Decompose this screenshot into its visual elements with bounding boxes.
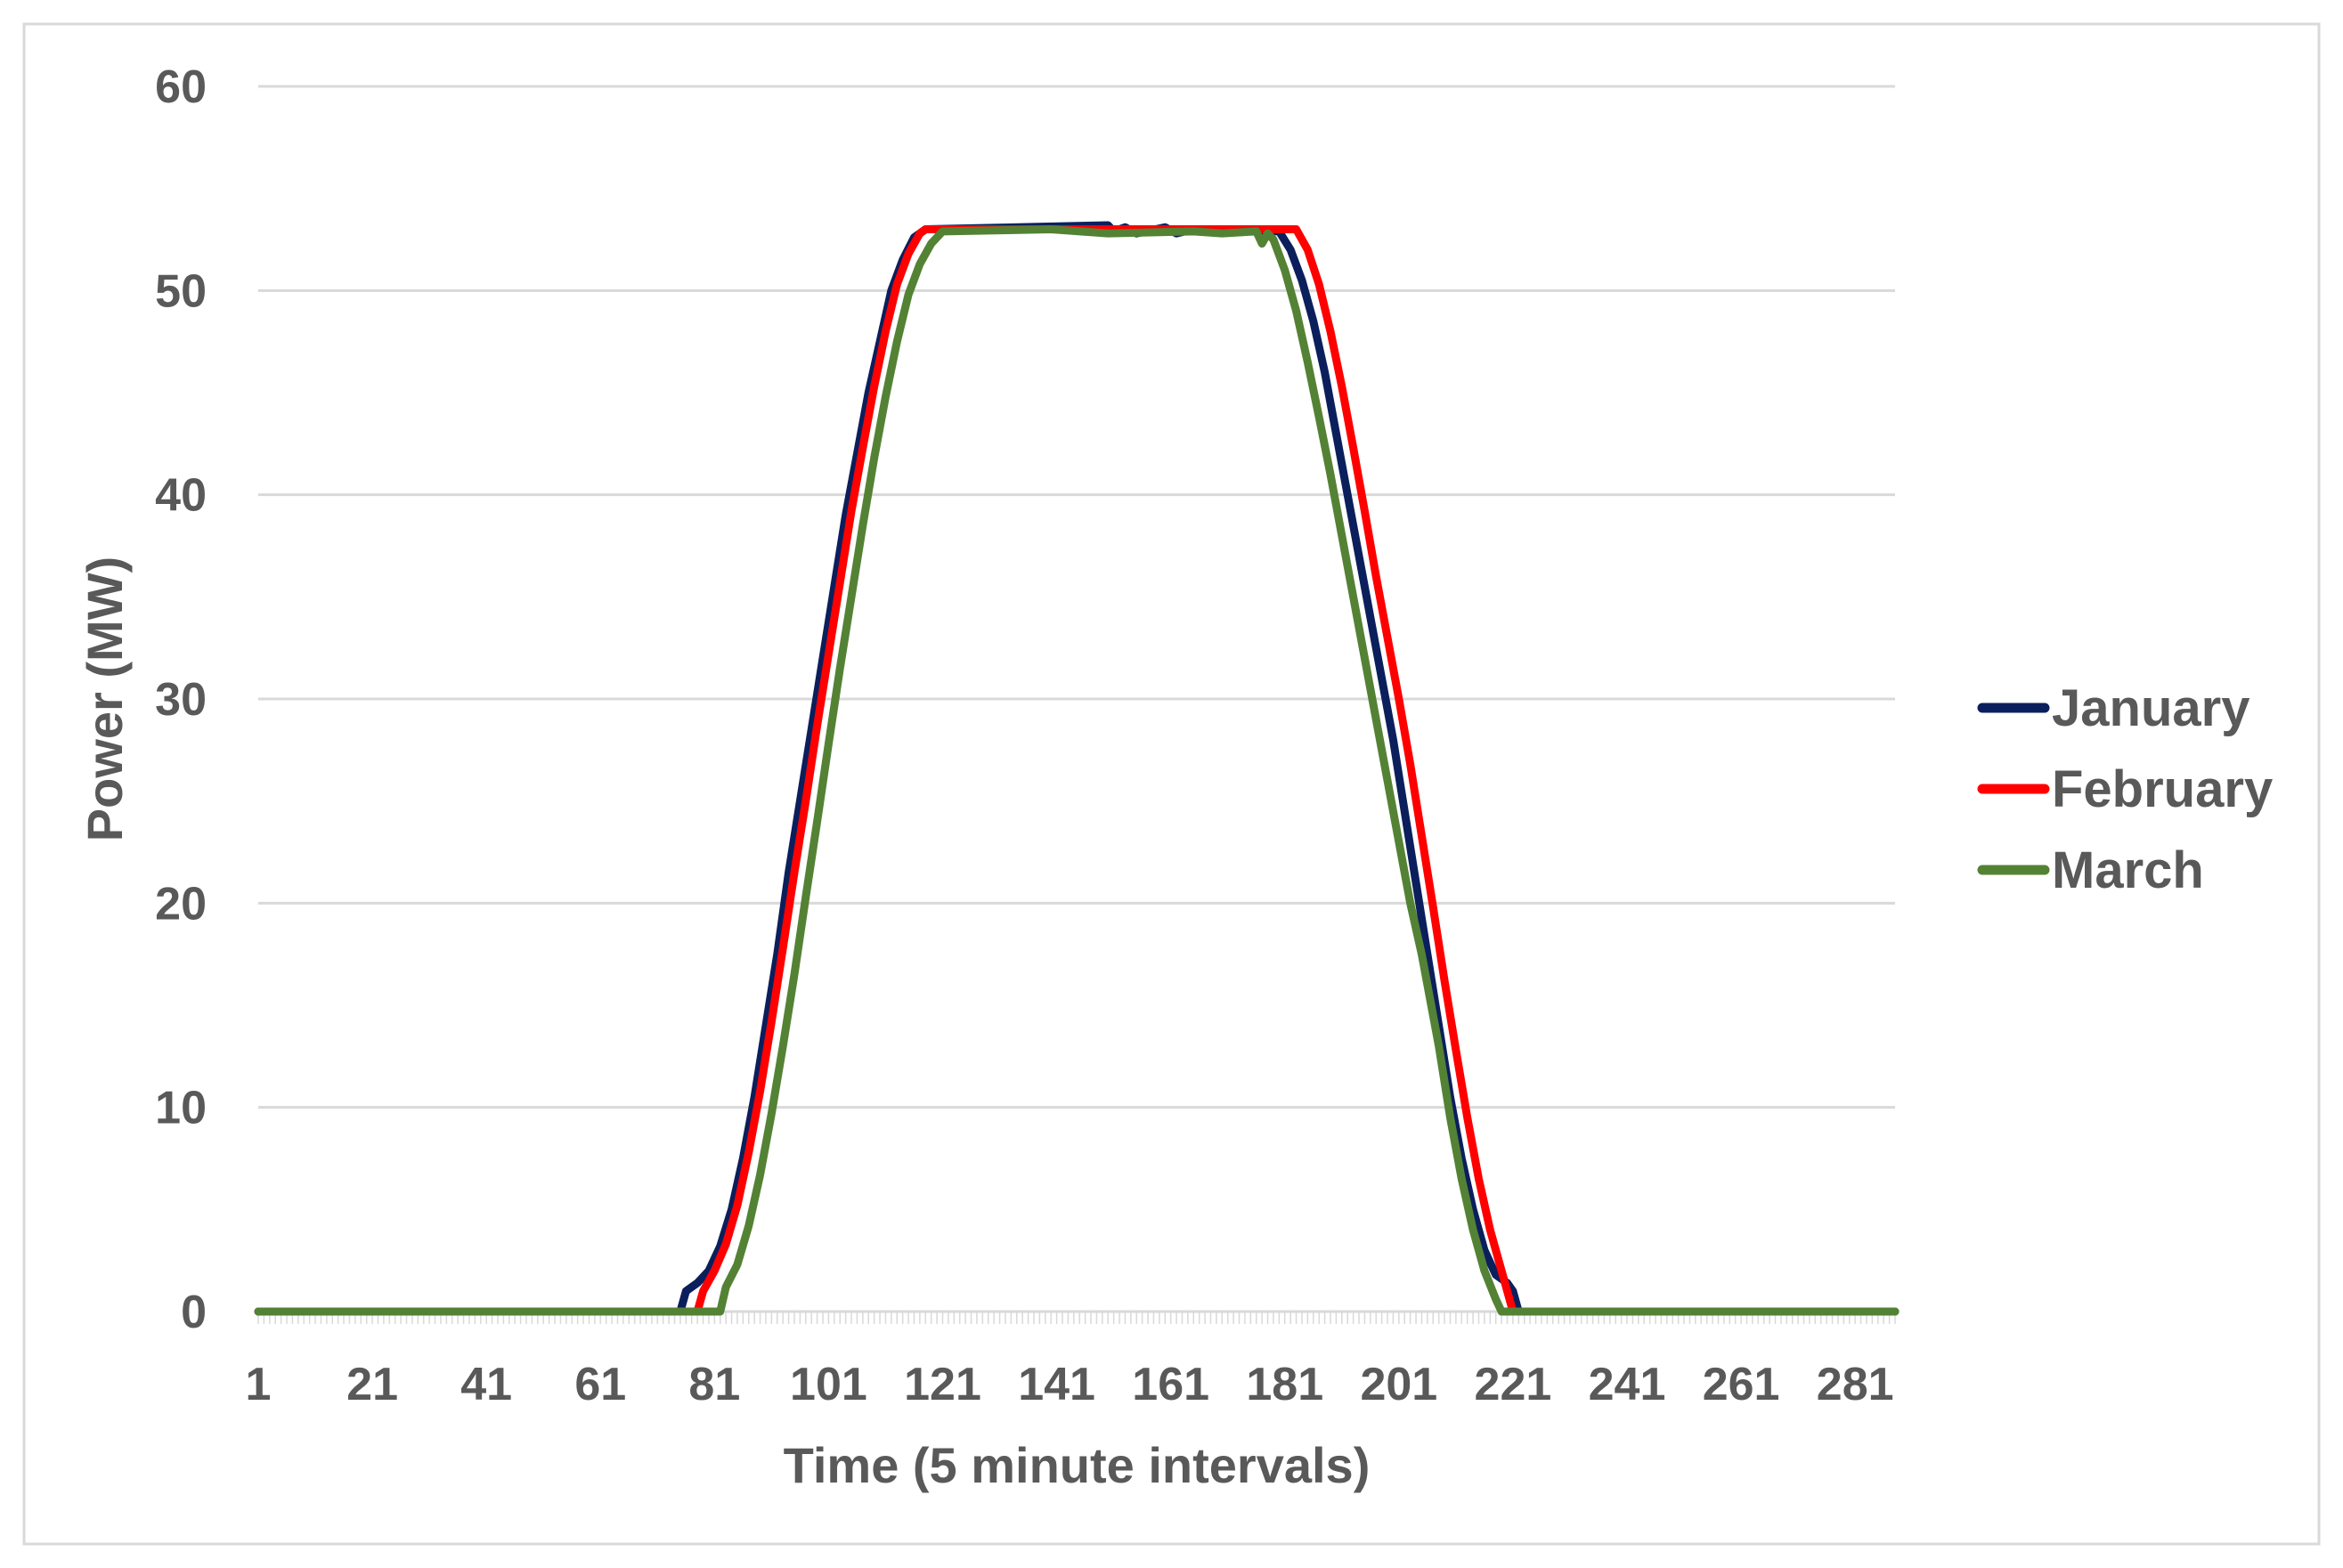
y-tick-label: 30 — [155, 674, 207, 726]
series-line-february — [254, 225, 1900, 1316]
legend-label: February — [2052, 760, 2273, 818]
legend-label: March — [2052, 841, 2204, 899]
x-tick-label: 41 — [460, 1359, 512, 1410]
x-tick-label: 21 — [346, 1359, 398, 1410]
x-tick-label: 281 — [1817, 1359, 1894, 1410]
x-tick-label: 121 — [904, 1359, 981, 1410]
y-tick-label: 50 — [155, 265, 207, 317]
gridlines — [258, 85, 1895, 1109]
y-tick-label: 40 — [155, 470, 207, 522]
x-tick-label: 221 — [1475, 1359, 1552, 1410]
x-tick-label: 201 — [1360, 1359, 1437, 1410]
y-axis-title: Power (MW) — [77, 557, 133, 841]
x-tick-label: 241 — [1589, 1359, 1666, 1410]
y-tick-label: 10 — [155, 1083, 207, 1134]
plot-series — [254, 221, 1900, 1316]
x-axis: 1 21 41 61 81 101 121 141 161 181 201 221 241 261 281 — [246, 1310, 1896, 1410]
x-tick-label: 161 — [1132, 1359, 1209, 1410]
x-tick-label: 61 — [574, 1359, 626, 1410]
x-tick-label: 181 — [1246, 1359, 1323, 1410]
x-tick-label: 101 — [790, 1359, 867, 1410]
x-tick-label: 1 — [246, 1359, 272, 1410]
y-tick-label: 20 — [155, 878, 207, 930]
x-axis-title: Time (5 minute intervals) — [784, 1437, 1371, 1493]
x-tick-label: 261 — [1703, 1359, 1780, 1410]
y-tick-label: 0 — [181, 1287, 207, 1338]
x-tick-label: 81 — [688, 1359, 740, 1410]
legend: January February March — [1977, 679, 2273, 899]
chart-border — [22, 22, 2321, 1546]
x-axis-ticks — [257, 1312, 1896, 1324]
legend-label: January — [2052, 679, 2249, 737]
y-axis: 0 10 20 30 40 50 60 — [155, 61, 207, 1338]
y-tick-label: 60 — [155, 61, 207, 113]
x-tick-label: 141 — [1018, 1359, 1095, 1410]
series-line-march — [254, 225, 1900, 1316]
